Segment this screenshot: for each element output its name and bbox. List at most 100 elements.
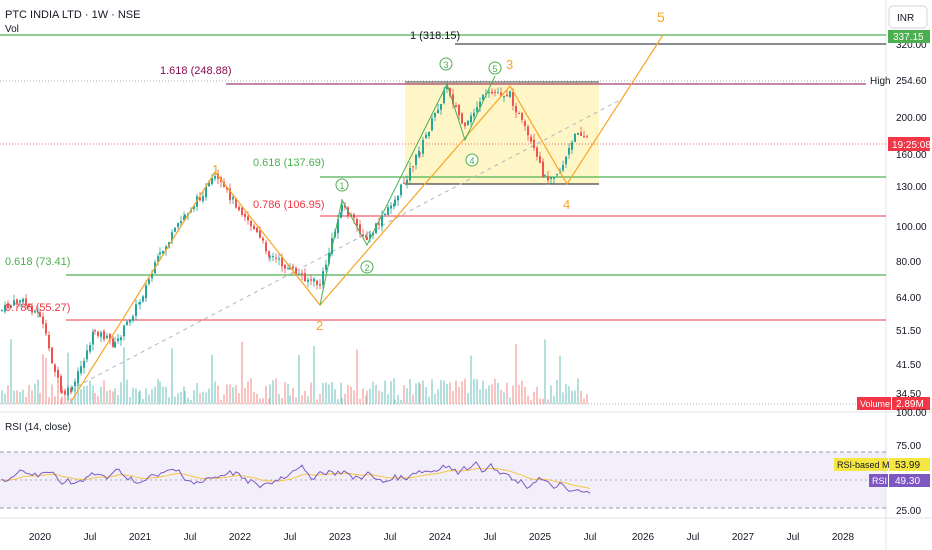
- volume-bar: [295, 397, 297, 404]
- volume-bar: [568, 386, 570, 404]
- rsi-title[interactable]: RSI (14, close): [5, 422, 71, 433]
- volume-bar: [497, 383, 499, 404]
- volume-bar: [7, 385, 9, 404]
- volume-bar: [422, 380, 424, 404]
- candle-body: [106, 335, 108, 339]
- volume-bar: [1, 390, 3, 404]
- svg-text:High: High: [870, 76, 891, 87]
- svg-text:5: 5: [492, 64, 497, 74]
- candle-body: [488, 92, 490, 94]
- consolidation-zone[interactable]: [405, 82, 599, 184]
- volume-bar: [142, 398, 144, 404]
- volume-bar: [287, 383, 289, 404]
- volume-bar: [37, 379, 39, 404]
- volume-bar: [503, 392, 505, 404]
- candle-body: [71, 386, 73, 391]
- candle-body: [265, 242, 267, 252]
- volume-bar: [265, 386, 267, 404]
- volume-bar: [418, 382, 420, 404]
- candle-body: [109, 333, 111, 340]
- tag-337: 337.15: [888, 30, 930, 43]
- candle-body: [394, 199, 396, 206]
- candle-body: [524, 121, 526, 127]
- candle-body: [51, 347, 53, 364]
- volume-bar: [443, 380, 445, 404]
- major-wave-path[interactable]: [71, 34, 664, 401]
- candle-body: [384, 213, 386, 215]
- volume-bar: [527, 395, 529, 404]
- candle-body: [60, 375, 62, 392]
- price-axis[interactable]: 320.00 200.00 160.00 130.00 100.00 80.00…: [896, 40, 927, 400]
- candle-body: [148, 279, 150, 284]
- wave-label-3: 3: [506, 57, 513, 72]
- volume-bar: [45, 358, 47, 404]
- candle-body: [337, 219, 339, 234]
- volume-bar: [184, 390, 186, 404]
- candle-body: [586, 136, 588, 138]
- candle-body: [556, 173, 558, 176]
- volume-bar: [92, 385, 94, 404]
- candle-body: [268, 251, 270, 257]
- candle-body: [553, 176, 555, 179]
- currency-button[interactable]: INR: [888, 5, 928, 29]
- candle-body: [574, 133, 576, 142]
- candle-body: [515, 106, 517, 113]
- rsi-tick: 25.00: [896, 506, 921, 517]
- candle-body: [67, 388, 69, 396]
- volume-indicator-label[interactable]: Vol: [5, 24, 19, 35]
- volume-bar: [580, 390, 582, 404]
- candle-body: [381, 215, 383, 227]
- volume-bar: [473, 378, 475, 404]
- volume-bar: [344, 393, 346, 404]
- candle-body: [202, 196, 204, 201]
- candle-body: [132, 316, 134, 321]
- candle-body: [562, 164, 564, 171]
- volume-bar: [365, 395, 367, 404]
- candle-body: [497, 92, 499, 94]
- candle-body: [10, 305, 12, 308]
- volume-bar: [565, 384, 567, 404]
- candle-body: [94, 330, 96, 332]
- candle-body: [359, 224, 361, 234]
- volume-bar: [518, 384, 520, 404]
- minor-wave-path[interactable]: [319, 75, 496, 306]
- candle-body: [22, 298, 24, 303]
- candle-body: [28, 303, 30, 307]
- fib-label-248: 1.618 (248.88): [160, 65, 232, 77]
- candle-body: [77, 371, 79, 384]
- volume-bar: [193, 390, 195, 404]
- candle-body: [42, 316, 44, 324]
- time-label: 2020: [29, 532, 52, 543]
- candle-body: [583, 135, 585, 137]
- volume-bar: [310, 382, 312, 404]
- minor-wave-3: 3: [439, 57, 453, 71]
- time-label: Jul: [184, 532, 197, 543]
- fib-label-73: 0.618 (73.41): [5, 256, 70, 268]
- volume-bar: [362, 388, 364, 404]
- time-axis[interactable]: 2020 Jul 2021 Jul 2022 Jul 2023 Jul 2024 Jul 2025 J…: [29, 532, 855, 543]
- candle-body: [208, 182, 210, 187]
- volume-bar: [114, 388, 116, 404]
- candle-body: [39, 312, 41, 317]
- volume-bar: [482, 380, 484, 404]
- candle-body: [235, 198, 237, 208]
- candle-body: [412, 166, 414, 168]
- volume-bar: [89, 380, 91, 404]
- volume-bar: [235, 385, 237, 404]
- candle-body: [319, 284, 321, 286]
- candle-body: [425, 134, 427, 139]
- rsi-line: [1, 461, 591, 494]
- candle-body: [145, 285, 147, 299]
- rsi-value-tag: RSI 49.30: [869, 474, 930, 487]
- volume-bar: [375, 384, 377, 404]
- candle-body: [512, 91, 514, 106]
- candle-body: [64, 391, 66, 395]
- volume-bar: [159, 381, 161, 404]
- volume-bar: [571, 390, 573, 404]
- candle-body: [83, 360, 85, 368]
- time-label: 2027: [732, 532, 755, 543]
- candle-body: [193, 205, 195, 209]
- candle-body: [241, 207, 243, 215]
- candle-body: [366, 237, 368, 241]
